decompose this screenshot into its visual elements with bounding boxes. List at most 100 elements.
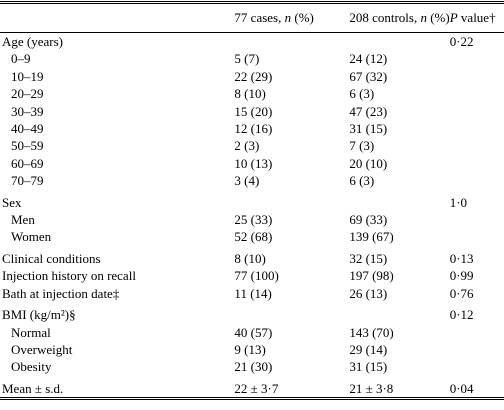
- table-cell: [450, 358, 504, 375]
- table-cell: 5 (7): [234, 50, 349, 67]
- table-cell: [450, 341, 504, 358]
- table-cell: Normal: [0, 324, 234, 341]
- table-cell: 139 (67): [349, 228, 449, 245]
- text: 69 (33): [349, 212, 388, 228]
- text: 77 (100): [234, 268, 279, 284]
- text: 30–39: [11, 103, 44, 119]
- table-cell: [234, 33, 349, 51]
- text: value†: [457, 10, 496, 25]
- table-row: Sex 1·0: [0, 190, 504, 211]
- text: 208 controls,: [349, 10, 421, 25]
- table-cell: 2 (3): [234, 137, 349, 154]
- text: 15 (20): [234, 103, 273, 119]
- table-cell: 0·13: [450, 246, 504, 267]
- text: 31 (15): [349, 121, 388, 137]
- table-cell: 29 (14): [349, 341, 449, 358]
- text: P: [449, 10, 458, 25]
- text: Men: [11, 212, 35, 228]
- table-row: BMI (kg/m²)§ 0·12: [0, 302, 504, 323]
- text: 26 (13): [349, 285, 388, 301]
- table-cell: Women: [0, 228, 234, 245]
- table-cell: Obesity: [0, 358, 234, 375]
- text: 24 (12): [349, 51, 388, 67]
- text: 50–59: [11, 138, 44, 154]
- table-cell: 6 (3): [349, 85, 449, 102]
- text: Women: [11, 229, 52, 245]
- text: Bath at injection date‡: [2, 285, 120, 301]
- table-cell: Bath at injection date‡: [0, 285, 234, 302]
- text: 10 (13): [234, 155, 273, 171]
- table-cell: 21 ± 3·8: [349, 376, 449, 399]
- text: 3 (4): [234, 173, 260, 189]
- table-row: Bath at injection date‡ 11 (14) 26 (13) 0·7…: [0, 285, 504, 302]
- text: 70–79: [11, 173, 44, 189]
- table-cell: 40 (57): [234, 324, 349, 341]
- data-table: 77 cases, n (%) 208 controls, n (%) P valu…: [0, 1, 504, 401]
- table-cell: 0·76: [450, 285, 504, 302]
- table-cell: 31 (15): [349, 358, 449, 375]
- table-cell: Clinical conditions: [0, 246, 234, 267]
- table-row: 60–69 10 (13) 20 (10): [0, 155, 504, 172]
- table-cell: Age (years): [0, 33, 234, 51]
- table-cell: 11 (14): [234, 285, 349, 302]
- table-cell: Injection history on recall: [0, 267, 234, 284]
- text: Age (years): [2, 34, 63, 49]
- text: Injection history on recall: [2, 268, 136, 284]
- text: 8 (10): [234, 86, 266, 102]
- table-cell: 3 (4): [234, 172, 349, 189]
- table-cell: 0·99: [450, 267, 504, 284]
- table-cell: 0·22: [450, 33, 504, 51]
- table-cell: 50–59: [0, 137, 234, 154]
- text: 0·12: [449, 307, 474, 323]
- table-cell: BMI (kg/m²)§: [0, 302, 234, 323]
- table-cell: 8 (10): [234, 85, 349, 102]
- text: 6 (3): [349, 86, 375, 102]
- table-cell: [450, 155, 504, 172]
- header-cell: 77 cases, n (%): [234, 2, 350, 33]
- text: Mean ± s.d.: [2, 380, 64, 396]
- table-cell: Sex: [0, 190, 234, 211]
- text: 1·0: [449, 194, 468, 210]
- table-cell: [349, 302, 449, 323]
- text: (%): [426, 10, 450, 25]
- text: Sex: [2, 194, 22, 210]
- table-cell: 25 (33): [234, 211, 349, 228]
- table-cell: 21 (30): [234, 358, 349, 375]
- table-cell: 70–79: [0, 172, 234, 189]
- table-cell: 143 (70): [349, 324, 449, 341]
- table-cell: 8 (10): [234, 246, 349, 267]
- table-cell: 197 (98): [349, 267, 449, 284]
- table-cell: 26 (13): [349, 285, 449, 302]
- table-cell: Men: [0, 211, 234, 228]
- table-cell: 0–9: [0, 50, 234, 67]
- text: n: [284, 10, 292, 25]
- table-cell: 31 (15): [349, 120, 449, 137]
- text: 32 (15): [349, 250, 388, 266]
- table-cell: 40–49: [0, 120, 234, 137]
- text: 77 cases,: [234, 10, 285, 25]
- table-cell: [450, 137, 504, 154]
- table-cell: [450, 172, 504, 189]
- table-cell: 77 (100): [234, 267, 349, 284]
- text: 20–29: [11, 86, 44, 102]
- header-cell: P value†: [449, 2, 504, 33]
- text: 139 (67): [349, 229, 394, 245]
- text: 0·76: [449, 285, 474, 301]
- text: 22 (29): [234, 68, 273, 84]
- table-cell: 20–29: [0, 85, 234, 102]
- text: 10–19: [11, 68, 44, 84]
- table-cell: 60–69: [0, 155, 234, 172]
- text: 12 (16): [234, 121, 273, 137]
- table-cell: [349, 33, 449, 51]
- text: 143 (70): [349, 324, 394, 340]
- table-row: 20–29 8 (10) 6 (3): [0, 85, 504, 102]
- text: 52 (68): [234, 229, 273, 245]
- table-row: 50–59 2 (3) 7 (3): [0, 137, 504, 154]
- table-row: Injection history on recall 77 (100) 197 (…: [0, 267, 504, 284]
- text: 9 (13): [234, 341, 266, 357]
- table-cell: [450, 103, 504, 120]
- table-row: Women 52 (68) 139 (67): [0, 228, 504, 245]
- table-cell: 22 ± 3·7: [234, 376, 349, 399]
- table-cell: [349, 190, 449, 211]
